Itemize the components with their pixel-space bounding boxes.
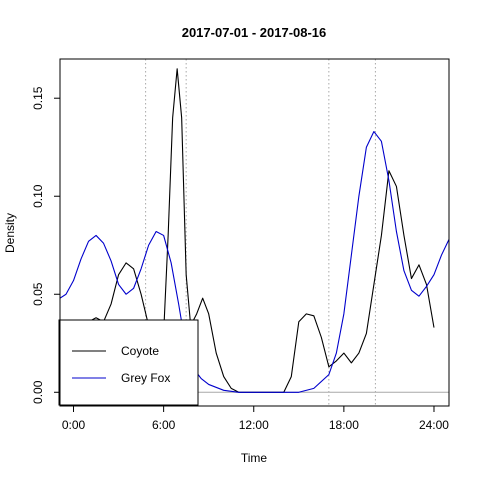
series-lines <box>59 68 450 393</box>
x-axis-label: Time <box>241 451 268 465</box>
legend-label-grey-fox: Grey Fox <box>121 371 170 385</box>
legend-label-coyote: Coyote <box>121 344 159 358</box>
x-axis: 0:00 6:00 12:00 18:00 24:00 <box>62 406 449 432</box>
y-tick-label-2: 0.10 <box>31 184 45 208</box>
series-line-grey-fox <box>59 130 450 393</box>
x-tick-label-1: 6:00 <box>152 418 176 432</box>
x-tick-label-2: 12:00 <box>239 418 269 432</box>
chart-title: 2017-07-01 - 2017-08-16 <box>182 25 327 40</box>
x-tick-label-0: 0:00 <box>62 418 86 432</box>
y-axis: 0.00 0.05 0.10 0.15 <box>31 86 60 404</box>
x-tick-label-4: 24:00 <box>419 418 449 432</box>
y-tick-label-1: 0.05 <box>31 282 45 306</box>
plot-frame <box>59 58 450 407</box>
y-tick-label-0: 0.00 <box>31 380 45 404</box>
legend-box <box>58 319 199 406</box>
x-tick-label-3: 18:00 <box>329 418 359 432</box>
y-axis-label: Density <box>3 213 17 253</box>
y-tick-label-3: 0.15 <box>31 86 45 110</box>
series-line-coyote <box>59 68 435 393</box>
legend: Coyote Grey Fox <box>58 319 199 406</box>
